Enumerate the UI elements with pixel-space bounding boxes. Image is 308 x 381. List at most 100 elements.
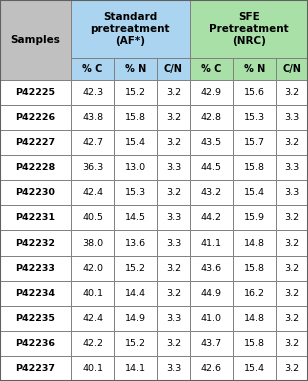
Bar: [189, 180, 233, 205]
Text: SFE
Pretreatment
(NRC): SFE Pretreatment (NRC): [209, 13, 289, 46]
Text: 3.2: 3.2: [284, 264, 299, 273]
Bar: [0, 231, 71, 256]
Text: 15.3: 15.3: [244, 113, 265, 122]
Text: 43.6: 43.6: [201, 264, 222, 273]
Text: 15.7: 15.7: [244, 138, 265, 147]
Bar: [0, 130, 71, 155]
Bar: [0, 105, 71, 130]
Bar: [276, 155, 308, 180]
Text: 3.2: 3.2: [284, 314, 299, 323]
Text: 3.3: 3.3: [166, 364, 181, 373]
Bar: [71, 256, 114, 281]
Bar: [157, 306, 189, 331]
Bar: [71, 180, 114, 205]
Bar: [71, 331, 114, 356]
Bar: [189, 155, 233, 180]
Text: 43.5: 43.5: [201, 138, 222, 147]
Text: 3.2: 3.2: [284, 289, 299, 298]
Text: P42231: P42231: [15, 213, 55, 223]
Text: 3.2: 3.2: [284, 239, 299, 248]
Bar: [0, 205, 71, 231]
Text: 14.5: 14.5: [125, 213, 146, 223]
Text: 13.0: 13.0: [125, 163, 146, 172]
Bar: [233, 356, 276, 381]
Bar: [0, 0, 71, 80]
Text: % N: % N: [125, 64, 146, 74]
Bar: [233, 331, 276, 356]
Text: 15.4: 15.4: [244, 188, 265, 197]
Bar: [157, 80, 189, 105]
Bar: [71, 130, 114, 155]
Text: 14.8: 14.8: [244, 314, 265, 323]
Bar: [114, 331, 157, 356]
Text: 3.2: 3.2: [284, 88, 299, 97]
Text: 3.2: 3.2: [166, 188, 181, 197]
Text: 15.3: 15.3: [125, 188, 146, 197]
Bar: [276, 205, 308, 231]
Bar: [0, 180, 71, 205]
Text: 3.2: 3.2: [284, 213, 299, 223]
Bar: [114, 281, 157, 306]
Bar: [189, 256, 233, 281]
Text: P42228: P42228: [15, 163, 56, 172]
Bar: [0, 155, 71, 180]
Text: 15.8: 15.8: [125, 113, 146, 122]
Text: 3.2: 3.2: [166, 138, 181, 147]
Bar: [276, 130, 308, 155]
Text: 15.8: 15.8: [244, 339, 265, 348]
Text: 42.3: 42.3: [82, 88, 103, 97]
Text: 3.3: 3.3: [284, 163, 299, 172]
Bar: [157, 205, 189, 231]
Bar: [233, 130, 276, 155]
Text: 41.0: 41.0: [201, 314, 221, 323]
Text: 43.7: 43.7: [201, 339, 222, 348]
Bar: [114, 155, 157, 180]
Text: 40.1: 40.1: [82, 289, 103, 298]
Bar: [189, 205, 233, 231]
Text: 3.2: 3.2: [166, 289, 181, 298]
Bar: [114, 356, 157, 381]
Text: 3.2: 3.2: [166, 264, 181, 273]
Bar: [276, 58, 308, 80]
Text: 15.2: 15.2: [125, 88, 146, 97]
Text: 3.3: 3.3: [166, 314, 181, 323]
Bar: [71, 281, 114, 306]
Bar: [233, 306, 276, 331]
Bar: [276, 80, 308, 105]
Text: 3.2: 3.2: [284, 339, 299, 348]
Bar: [189, 80, 233, 105]
Bar: [0, 306, 71, 331]
Text: P42237: P42237: [15, 364, 55, 373]
Text: P42236: P42236: [15, 339, 55, 348]
Bar: [114, 80, 157, 105]
Bar: [276, 306, 308, 331]
Bar: [114, 205, 157, 231]
Text: 42.4: 42.4: [82, 188, 103, 197]
Bar: [0, 281, 71, 306]
Text: 44.5: 44.5: [201, 163, 221, 172]
Bar: [157, 105, 189, 130]
Bar: [0, 356, 71, 381]
Text: 16.2: 16.2: [244, 289, 265, 298]
Text: 15.8: 15.8: [244, 163, 265, 172]
Text: 42.9: 42.9: [201, 88, 221, 97]
Bar: [0, 80, 71, 105]
Text: 14.9: 14.9: [125, 314, 146, 323]
Bar: [71, 306, 114, 331]
Bar: [276, 105, 308, 130]
Text: 41.1: 41.1: [201, 239, 221, 248]
Text: P42226: P42226: [15, 113, 56, 122]
Text: Samples: Samples: [10, 35, 60, 45]
Text: 43.8: 43.8: [82, 113, 103, 122]
Bar: [114, 58, 157, 80]
Text: Standard
pretreatment
(AF*): Standard pretreatment (AF*): [91, 13, 170, 46]
Text: % C: % C: [83, 64, 103, 74]
Bar: [71, 155, 114, 180]
Bar: [189, 58, 233, 80]
Text: 14.4: 14.4: [125, 289, 146, 298]
Text: P42230: P42230: [16, 188, 55, 197]
Bar: [71, 205, 114, 231]
Bar: [276, 256, 308, 281]
Text: 44.9: 44.9: [201, 289, 221, 298]
Bar: [276, 331, 308, 356]
